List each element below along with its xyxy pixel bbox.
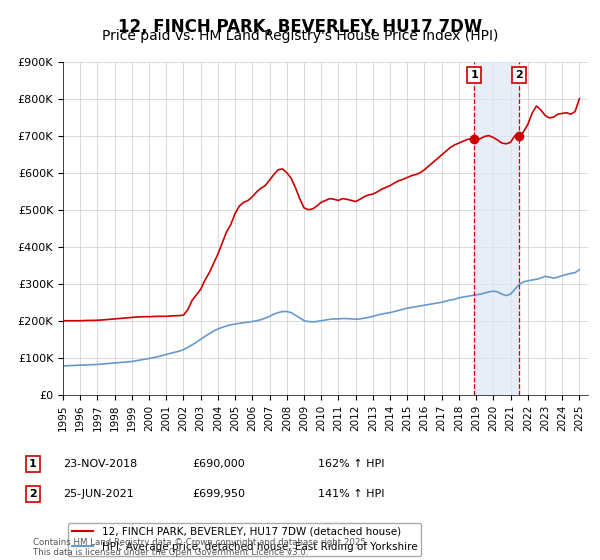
Text: 162% ↑ HPI: 162% ↑ HPI [318, 459, 385, 469]
Text: 23-NOV-2018: 23-NOV-2018 [63, 459, 137, 469]
Text: 25-JUN-2021: 25-JUN-2021 [63, 489, 134, 499]
Text: 141% ↑ HPI: 141% ↑ HPI [318, 489, 385, 499]
Bar [475, 62, 519, 395]
Legend: 12, FINCH PARK, BEVERLEY, HU17 7DW (detached house), HPI: Average price, detache: 12, FINCH PARK, BEVERLEY, HU17 7DW (deta… [68, 522, 421, 556]
Text: 2: 2 [515, 70, 523, 80]
Text: 2: 2 [29, 489, 37, 499]
Text: 12, FINCH PARK, BEVERLEY, HU17 7DW: 12, FINCH PARK, BEVERLEY, HU17 7DW [118, 18, 482, 36]
Text: Price paid vs. HM Land Registry's House Price Index (HPI): Price paid vs. HM Land Registry's House … [102, 29, 498, 43]
Text: Contains HM Land Registry data © Crown copyright and database right 2025.
This d: Contains HM Land Registry data © Crown c… [33, 538, 368, 557]
Text: 1: 1 [470, 70, 478, 80]
Text: £699,950: £699,950 [192, 489, 245, 499]
Text: £690,000: £690,000 [192, 459, 245, 469]
Text: 1: 1 [29, 459, 37, 469]
